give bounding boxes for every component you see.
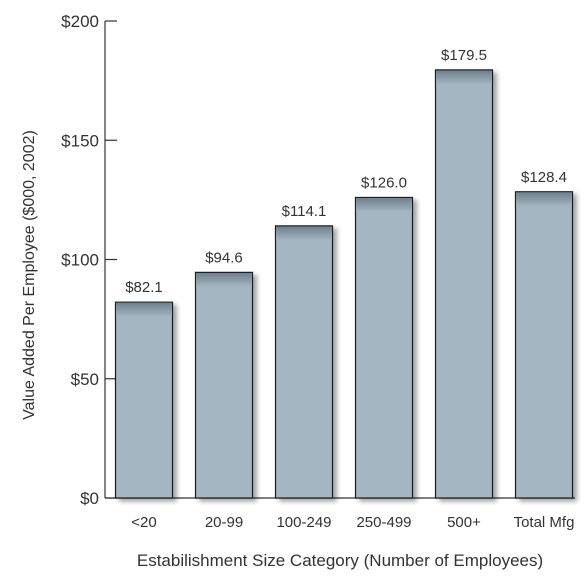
- bar-group: [514, 191, 574, 499]
- x-tick-label: 100-249: [276, 514, 331, 531]
- bar-group: [274, 225, 334, 499]
- bar: [514, 191, 574, 499]
- bar-top-shade: [356, 198, 412, 213]
- x-tick-label: 20-99: [205, 514, 243, 531]
- x-tick-label: <20: [131, 514, 156, 531]
- x-tick-label: 500+: [447, 514, 481, 531]
- y-tick-label: $150: [61, 131, 99, 150]
- axes: [104, 20, 575, 499]
- bar: [274, 225, 334, 499]
- bar-value-label: $179.5: [441, 47, 487, 64]
- y-tick-label: $200: [61, 12, 99, 31]
- bar-group: [354, 196, 414, 499]
- x-tick-label: Total Mfg: [514, 514, 575, 531]
- bar: [194, 271, 254, 499]
- y-axis-label: Value Added Per Employee ($000, 2002): [21, 130, 38, 420]
- x-axis-label: Estabilishment Size Category (Number of …: [137, 551, 543, 570]
- bar-value-label: $94.6: [205, 249, 243, 266]
- y-tick-label: $100: [61, 251, 99, 270]
- y-tick-label: $50: [71, 370, 99, 389]
- bar-top-shade: [196, 272, 252, 287]
- bar-value-label: $114.1: [282, 203, 327, 220]
- bar-value-label: $82.1: [125, 279, 163, 296]
- labels: $0 $50 $100 $150 $200 $82.1 <20 $94.6 20-99 $114.…: [21, 12, 574, 570]
- bar-group: [434, 69, 494, 499]
- bar: [354, 196, 414, 499]
- bar-group: [114, 301, 174, 499]
- bar-top-shade: [436, 70, 492, 85]
- bar-group: [194, 271, 254, 499]
- bar-top-shade: [276, 226, 332, 241]
- bar-top-shade: [516, 192, 572, 207]
- bar: [434, 69, 494, 499]
- y-tick-label: $0: [80, 489, 99, 508]
- bar-value-label: $128.4: [521, 169, 567, 186]
- x-tick-label: 250-499: [356, 514, 411, 531]
- bars: [114, 69, 574, 499]
- bar-value-label: $126.0: [361, 174, 407, 191]
- bar-top-shade: [116, 302, 172, 317]
- bar: [114, 301, 174, 499]
